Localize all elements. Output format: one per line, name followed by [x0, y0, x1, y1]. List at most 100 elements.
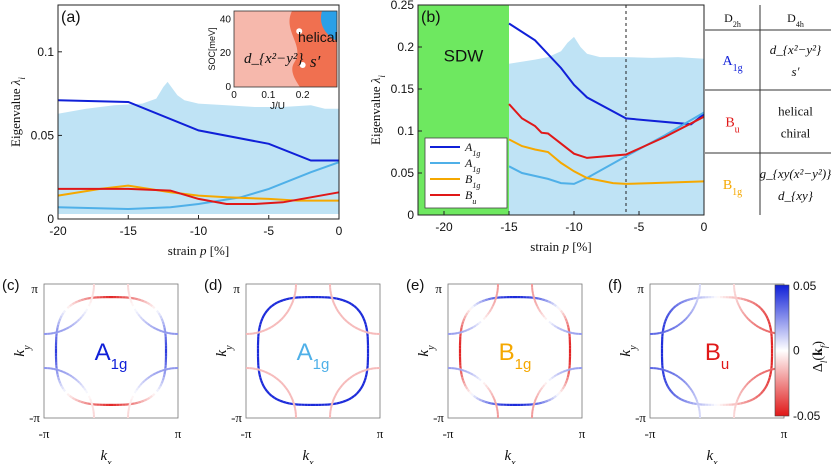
fermi-segment: [686, 384, 691, 389]
fermi-segment: [755, 324, 760, 329]
fermi-segment: [282, 400, 287, 404]
fermi-segment: [152, 372, 157, 376]
fermi-segment: [662, 368, 667, 372]
ky-tick-label: -π: [635, 410, 646, 425]
kx-tick-label: π: [175, 426, 182, 441]
kx-axis-label: kx: [504, 448, 516, 464]
fermi-segment: [332, 395, 337, 400]
fermi-segment: [282, 384, 287, 389]
fermi-segment: [329, 290, 332, 294]
fermi-segment: [127, 408, 130, 412]
fermi-segment: [55, 327, 59, 331]
fermi-segment: [536, 392, 540, 397]
fermi-segment: [285, 297, 290, 301]
fermi-segment: [71, 322, 75, 327]
fermi-segment: [770, 331, 775, 334]
fermi-segment: [538, 401, 543, 405]
fermi-segment: [144, 320, 149, 325]
variance-band: [58, 81, 339, 215]
fermi-segment: [363, 376, 367, 381]
fermi-segment: [747, 379, 752, 384]
fermi-segment: [69, 395, 74, 399]
fermi-segment: [132, 305, 136, 310]
fermi-segment: [473, 303, 478, 307]
fermi-segment: [149, 373, 154, 378]
fermi-segment: [475, 322, 479, 327]
fermi-segment: [364, 324, 368, 328]
fermi-segment: [139, 316, 144, 321]
fermi-segment: [129, 299, 133, 304]
fermi-segment: [370, 332, 374, 335]
fermi-segment: [261, 329, 266, 333]
fermi-segment: [769, 371, 773, 375]
fermi-segment: [353, 305, 358, 310]
fermi-segment: [662, 324, 666, 328]
fermi-segment: [563, 315, 567, 320]
x-tick-label: -20: [49, 224, 67, 238]
fermi-segment: [682, 379, 687, 384]
fermi-segment: [261, 315, 265, 320]
fermi-segment: [668, 388, 673, 393]
fermi-segment: [62, 327, 67, 332]
fermi-segment: [561, 385, 566, 390]
fermi-segment: [141, 318, 146, 323]
fermi-segment: [90, 296, 94, 301]
fermi-segment: [741, 387, 746, 391]
fermi-segment: [664, 318, 668, 323]
fermi-segment: [66, 392, 71, 397]
fermi-segment: [686, 298, 691, 302]
fermi-segment: [148, 395, 153, 399]
fermi-segment: [693, 402, 697, 405]
fermi-segment: [767, 368, 772, 372]
fermi-segment: [532, 296, 536, 301]
series-line-A1g-0: [57, 99, 339, 162]
fermi-segment: [565, 321, 569, 326]
fermi-segment: [752, 396, 757, 401]
fermi-segment: [353, 392, 358, 397]
fermi-segment: [487, 297, 492, 301]
colorbar-mid-label: 0: [793, 344, 800, 358]
fermi-segment: [662, 330, 667, 334]
fermi-segment: [562, 369, 567, 373]
fermi-segment: [743, 400, 748, 404]
x-tick-label: -20: [435, 220, 453, 234]
fermi-segment: [750, 377, 755, 382]
fermi-segment: [153, 390, 158, 395]
fermi-segment: [672, 305, 677, 310]
fermi-segment: [688, 387, 693, 391]
fermi-segment: [164, 331, 169, 334]
kx-tick-label: π: [579, 426, 586, 441]
fermi-segment: [55, 371, 59, 375]
kx-tick-label: -π: [39, 426, 50, 441]
kx-tick-label: π: [377, 426, 384, 441]
fermi-segment: [668, 370, 673, 375]
legend-box: [424, 137, 508, 209]
fermi-segment: [260, 318, 264, 323]
fermi-segment: [346, 320, 351, 325]
fermi-segment: [264, 309, 269, 314]
fermi-segment: [482, 316, 487, 321]
kx-tick-label: -π: [241, 426, 252, 441]
fermi-segment: [491, 395, 496, 400]
fermi-segment: [537, 308, 542, 313]
x-tick-label: -5: [634, 220, 645, 234]
fermi-frame: [245, 283, 381, 419]
fermi-segment: [56, 374, 60, 378]
fermi-segment: [330, 401, 334, 406]
fermi-segment: [168, 367, 172, 370]
fermi-segment: [740, 297, 745, 301]
fermi-segment: [659, 368, 664, 371]
fermi-segment: [284, 311, 289, 315]
fermi-segment: [343, 318, 348, 323]
fermi-segment: [495, 293, 498, 298]
fermi-segment: [745, 316, 750, 321]
ky-tick-label: π: [233, 281, 240, 296]
y-tick-label: 0.15: [391, 82, 415, 96]
fermi-segment: [164, 368, 169, 371]
fermi-segment: [82, 311, 87, 315]
fermi-segment: [168, 332, 172, 335]
fermi-segment: [74, 398, 79, 402]
ky-tick-label: π: [31, 281, 38, 296]
fermi-segment: [252, 332, 256, 335]
